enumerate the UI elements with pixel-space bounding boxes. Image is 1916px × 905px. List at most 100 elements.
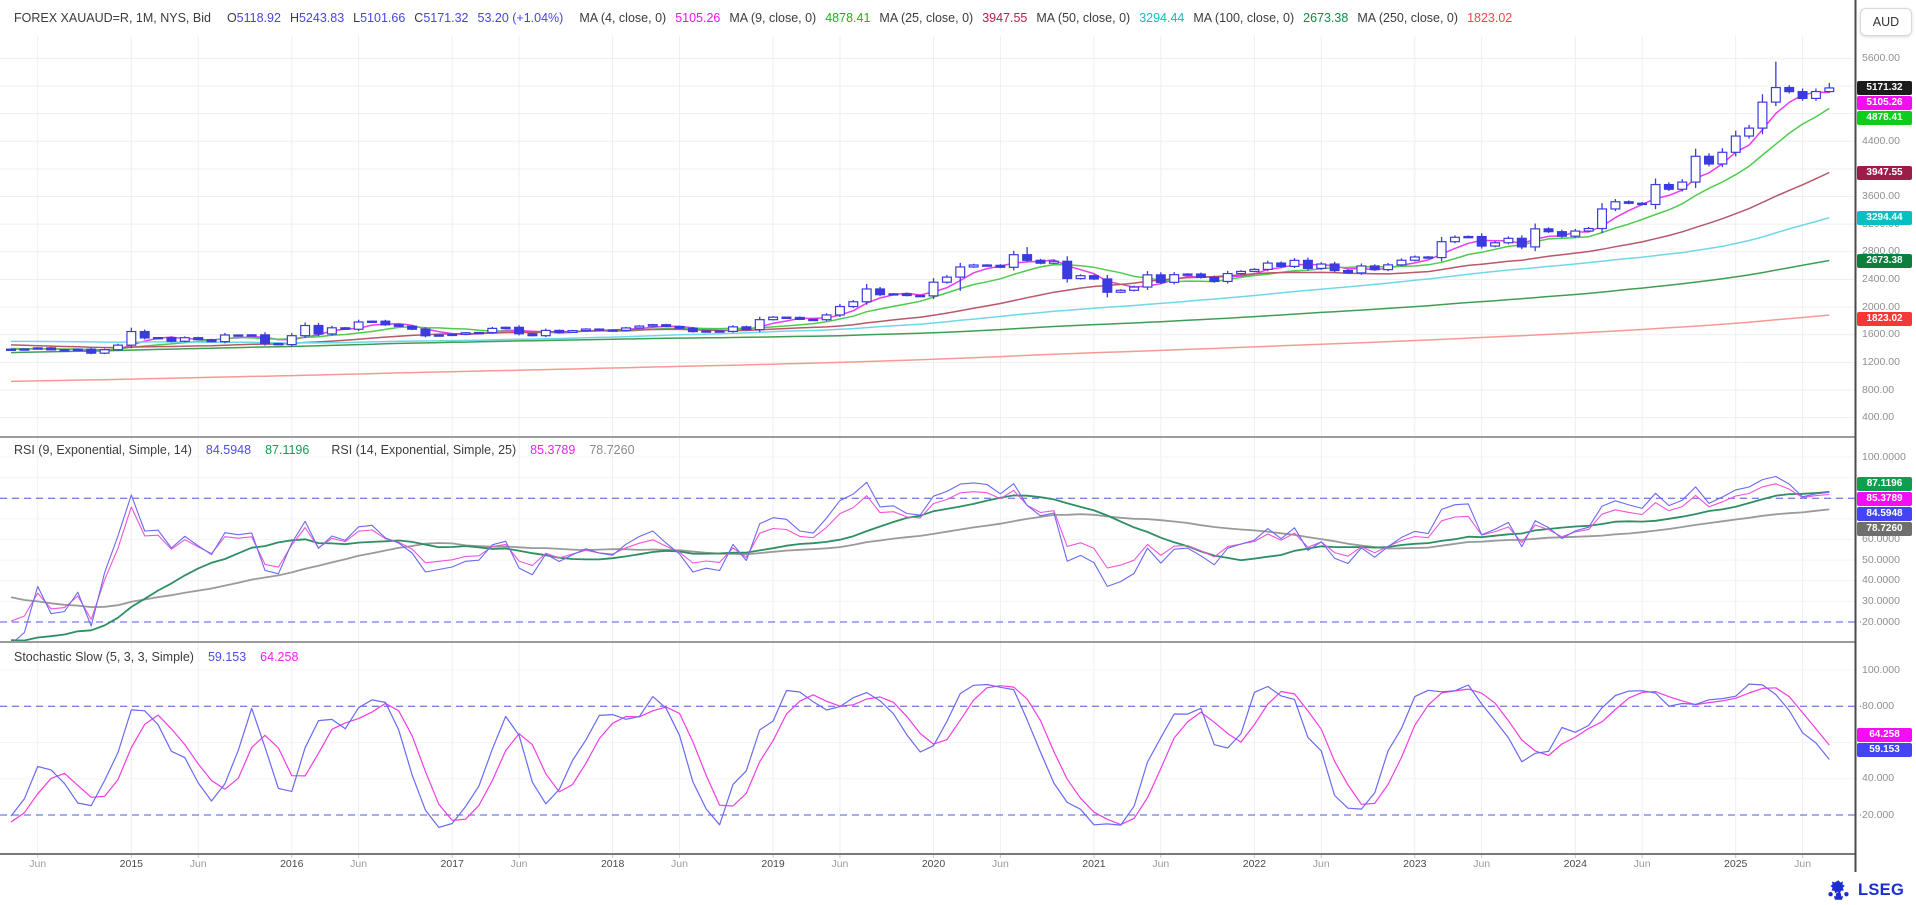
rsi-value-2: 87.1196	[265, 443, 310, 457]
time-axis-label: 2024	[1563, 858, 1587, 870]
series-line	[11, 216, 1830, 344]
rsi-axis-tick-label: 60.0000	[1862, 533, 1900, 545]
rsi-axis-badge: 84.5948	[1857, 506, 1912, 521]
rsi-pane-header[interactable]: RSI (9, Exponential, Simple, 14) 84.5948…	[14, 443, 635, 457]
ma-legend-item[interactable]: MA (9, close, 0) 4878.41	[729, 11, 870, 25]
price-axis-tick-label: 5600.00	[1862, 51, 1900, 64]
stochastic-title: Stochastic Slow (5, 3, 3, Simple)	[14, 650, 194, 664]
open-label: O	[226, 11, 237, 25]
rsi-value-1: 84.5948	[205, 443, 252, 457]
currency-button[interactable]: AUD	[1860, 8, 1912, 36]
rsi2-title: RSI (14, Exponential, Simple, 25)	[331, 443, 517, 457]
price-axis-tick-label: 4400.00	[1862, 134, 1900, 147]
time-axis-label: 2017	[440, 858, 464, 870]
stochastic-pane-header[interactable]: Stochastic Slow (5, 3, 3, Simple) 59.153…	[14, 650, 298, 664]
rsi-axis-tick-label: 40.0000	[1862, 574, 1900, 587]
ma-legend-label: MA (50, close, 0)	[1036, 11, 1131, 25]
ma-legend-value: 5105.26	[675, 11, 721, 25]
rsi-axis-tick-label: 50.0000	[1862, 553, 1900, 566]
series-line	[10, 685, 1830, 826]
ma-legend-item[interactable]: MA (4, close, 0) 5105.26	[579, 11, 720, 25]
ma-legend: MA (4, close, 0) 5105.26 MA (9, close, 0) 4…	[579, 11, 1512, 25]
price-axis-tick-label: 2400.00	[1862, 272, 1900, 285]
price-axis-tick-label: 400.00	[1862, 411, 1895, 424]
time-axis-label: 2018	[600, 858, 625, 870]
time-axis-label: Jun	[29, 858, 47, 870]
ma-legend-label: MA (250, close, 0)	[1357, 11, 1459, 25]
time-axis-label: Jun	[1633, 858, 1651, 870]
rsi-axis-badge: 78.7260	[1857, 521, 1912, 536]
time-axis-label: Jun	[1152, 858, 1170, 870]
high-value: 5243.83	[298, 11, 345, 25]
series-line	[10, 683, 1830, 828]
stochastic-value-k: 59.153	[207, 650, 247, 664]
rsi-axis-tick-label: 30.0000	[1862, 594, 1900, 607]
ma-legend-value: 4878.41	[825, 11, 871, 25]
time-axis-label: 2016	[280, 858, 304, 870]
stoch-axis-badge: 64.258	[1857, 727, 1912, 742]
series-line	[10, 259, 1830, 354]
time-axis-label: 2025	[1724, 858, 1748, 870]
time-axis-label: 2019	[761, 858, 785, 870]
price-axis-badge: 3947.55	[1857, 165, 1912, 180]
ma-legend-value: 1823.02	[1467, 11, 1513, 25]
ma-legend-label: MA (25, close, 0)	[879, 11, 974, 25]
time-axis-label: Jun	[1473, 858, 1491, 870]
rsi-title: RSI (9, Exponential, Simple, 14)	[14, 443, 192, 457]
price-axis-badge: 5171.32	[1857, 80, 1912, 95]
stoch-axis-tick-label: 40.000	[1862, 772, 1895, 785]
lseg-logo: LSEG	[1826, 878, 1904, 903]
series-line	[10, 483, 1830, 622]
close-label: C	[414, 11, 424, 25]
time-axis-label: Jun	[510, 858, 528, 870]
ma-legend-label: MA (9, close, 0)	[729, 11, 817, 25]
rsi-axis-badge: 85.3789	[1857, 491, 1912, 506]
rsi-value-3: 85.3789	[530, 443, 576, 457]
ma-legend-item[interactable]: MA (50, close, 0) 3294.44	[1036, 11, 1184, 25]
series-line	[13, 475, 1830, 641]
price-axis-badge: 4878.41	[1857, 110, 1912, 125]
high-label: H	[289, 11, 299, 25]
change-value: 53.20 (+1.04%)	[477, 11, 564, 25]
ohlc-readout: O 5118.92 H 5243.83 L 5101.66 C 5171.32 53.2…	[227, 11, 563, 25]
time-axis-label: Jun	[189, 858, 207, 870]
low-label: L	[353, 11, 361, 25]
ma-legend-item[interactable]: MA (250, close, 0) 1823.02	[1357, 11, 1512, 25]
rsi-value-4: 78.7260	[589, 443, 635, 457]
series-line	[10, 314, 1830, 383]
ma-legend-label: MA (100, close, 0)	[1193, 11, 1295, 25]
time-axis-label: Jun	[1794, 858, 1812, 870]
stoch-axis-tick-label: 100.000	[1862, 663, 1900, 676]
time-axis-label: 2023	[1403, 858, 1427, 870]
stochastic-value-d: 64.258	[260, 650, 299, 664]
ma-legend-item[interactable]: MA (25, close, 0) 3947.55	[879, 11, 1027, 25]
rsi-axis-badge: 87.1196	[1857, 476, 1912, 491]
close-value: 5171.32	[423, 11, 469, 25]
open-value: 5118.92	[236, 11, 281, 25]
rsi-axis-tick-label: 100.0000	[1862, 450, 1906, 463]
price-axis-tick-label: 800.00	[1862, 383, 1895, 396]
time-axis-label: Jun	[350, 858, 368, 870]
instrument-title[interactable]: FOREX XAUAUD=R, 1M, NYS, Bid	[14, 11, 211, 25]
time-axis-label: Jun	[991, 858, 1009, 870]
low-value: 5101.66	[360, 11, 406, 25]
price-axis-tick-label: 1200.00	[1862, 355, 1900, 368]
time-axis-label: 2020	[921, 858, 946, 870]
ma-legend-label: MA (4, close, 0)	[579, 11, 667, 25]
series-line	[10, 508, 1830, 608]
series-line	[10, 107, 1830, 351]
ma-legend-item[interactable]: MA (100, close, 0) 2673.38	[1193, 11, 1348, 25]
series-line	[10, 491, 1830, 641]
rsi-axis-tick-label: 20.0000	[1862, 615, 1900, 628]
time-axis-label: 2022	[1242, 858, 1267, 870]
time-axis-label: 2015	[119, 858, 144, 870]
series-line	[11, 91, 1830, 352]
price-axis-badge: 5105.26	[1857, 95, 1912, 110]
time-axis-label: Jun	[1312, 858, 1330, 870]
lseg-logo-text: LSEG	[1858, 881, 1905, 899]
time-axis-label: 2021	[1082, 858, 1106, 870]
ma-legend-value: 3947.55	[982, 11, 1028, 25]
